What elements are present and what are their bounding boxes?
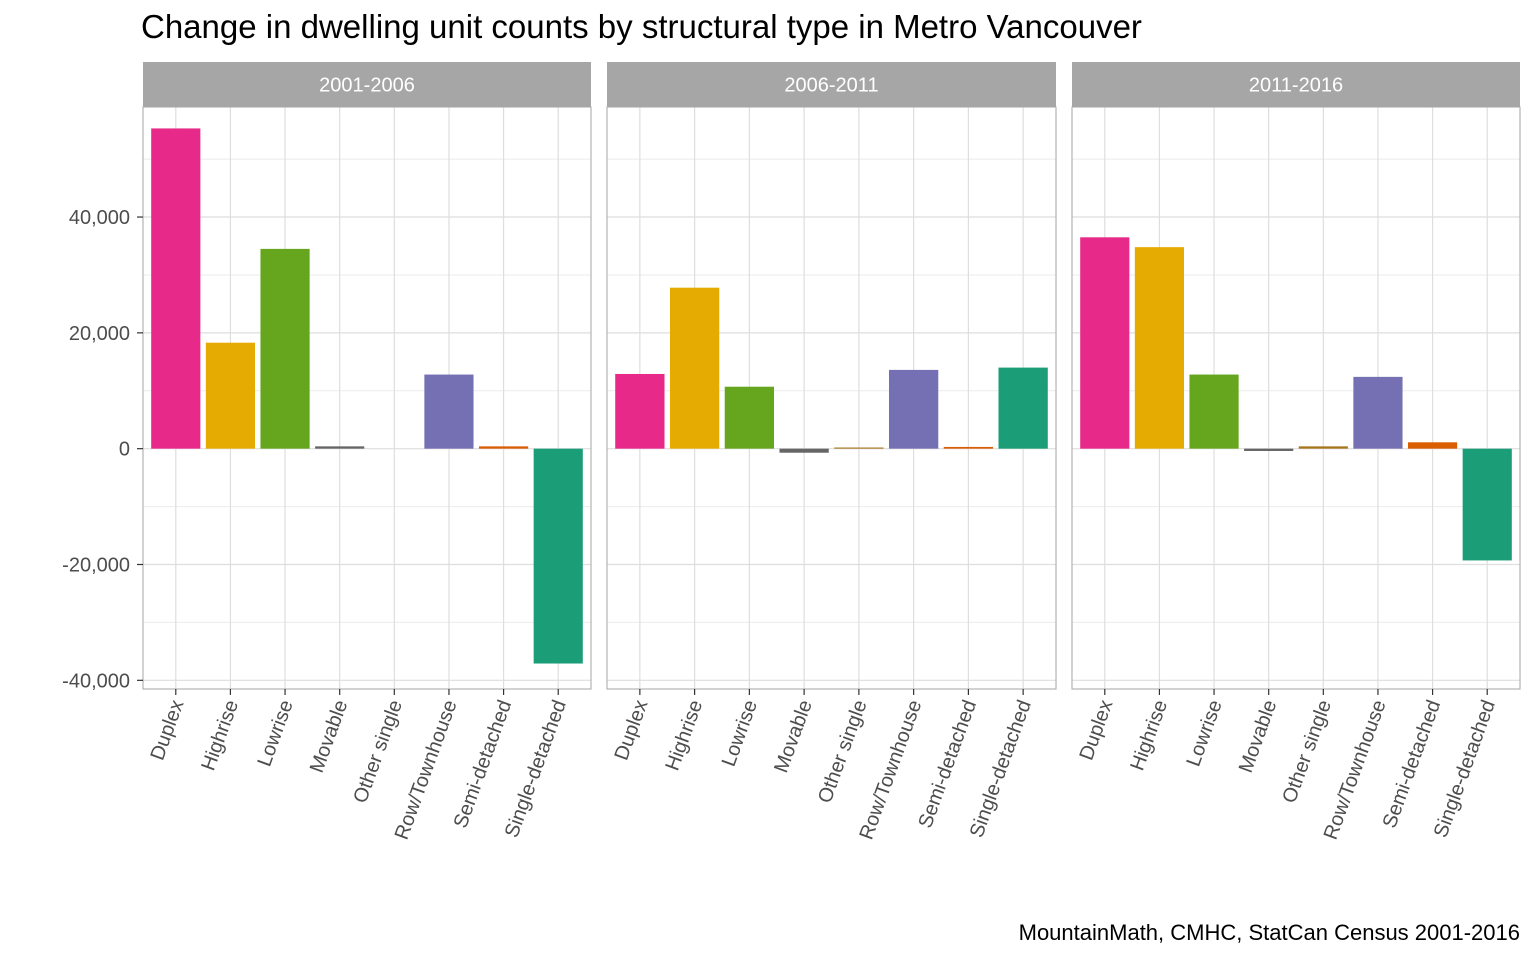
bar-row-townhouse: [888, 369, 939, 449]
facet-label: 2011-2016: [1249, 75, 1343, 97]
bar-single-detached: [533, 448, 583, 664]
x-tick-label: Movable: [306, 697, 353, 776]
bar-lowrise: [724, 386, 775, 449]
bar-other-single: [1298, 446, 1348, 449]
x-tick-label: Semi-detached: [450, 697, 517, 831]
x-tick-label: Other single: [814, 697, 872, 806]
x-tick-label: Duplex: [611, 697, 653, 763]
x-tick-label: Semi-detached: [914, 697, 981, 831]
facet-label: 2006-2011: [784, 75, 878, 97]
bar-single-detached: [998, 367, 1048, 449]
bar-highrise: [669, 287, 720, 449]
bar-movable: [779, 448, 829, 453]
x-tick-label: Duplex: [147, 697, 189, 763]
x-tick-label: Lowrise: [254, 697, 298, 769]
facet-strip: [607, 62, 1056, 107]
bar-duplex: [151, 128, 201, 449]
x-tick-label: Single-detached: [501, 697, 571, 840]
x-tick-label: Single-detached: [1430, 697, 1500, 840]
bar-semi-detached: [1408, 442, 1458, 449]
x-tick-label: Highrise: [662, 697, 708, 773]
bar-duplex: [615, 373, 665, 449]
bar-row-townhouse: [1353, 376, 1403, 449]
y-tick-label: 40,000: [69, 207, 130, 229]
bar-movable: [315, 446, 365, 449]
y-tick-label: -40,000: [62, 670, 130, 692]
bar-lowrise: [1189, 374, 1239, 449]
y-tick-label: -20,000: [62, 554, 130, 576]
bar-single-detached: [1462, 448, 1512, 561]
chart-title: Change in dwelling unit counts by struct…: [141, 8, 1142, 45]
facet-strip: [143, 62, 591, 107]
y-tick-label: 20,000: [69, 323, 130, 345]
x-tick-label: Movable: [1235, 697, 1282, 776]
bar-semi-detached: [479, 446, 529, 449]
x-tick-label: Lowrise: [718, 697, 762, 769]
bar-lowrise: [260, 248, 310, 449]
x-tick-label: Semi-detached: [1379, 697, 1446, 831]
bar-movable: [1244, 448, 1294, 451]
facet-strip: [1072, 62, 1520, 107]
x-tick-label: Lowrise: [1183, 697, 1227, 769]
bar-other-single: [834, 447, 884, 449]
x-tick-label: Single-detached: [966, 697, 1036, 840]
bar-highrise: [205, 342, 255, 449]
facet-label: 2001-2006: [319, 75, 415, 97]
bar-row-townhouse: [424, 374, 474, 449]
bar-duplex: [1080, 237, 1130, 449]
x-tick-label: Other single: [349, 697, 407, 806]
bar-highrise: [1134, 247, 1184, 449]
x-tick-label: Duplex: [1076, 697, 1118, 763]
y-tick-label: 0: [119, 439, 130, 461]
x-tick-label: Movable: [770, 697, 817, 776]
chart-caption: MountainMath, CMHC, StatCan Census 2001-…: [1018, 920, 1520, 945]
bar-semi-detached: [943, 446, 994, 449]
x-tick-label: Highrise: [197, 697, 243, 773]
x-tick-label: Highrise: [1126, 697, 1172, 773]
x-tick-label: Other single: [1278, 697, 1336, 806]
